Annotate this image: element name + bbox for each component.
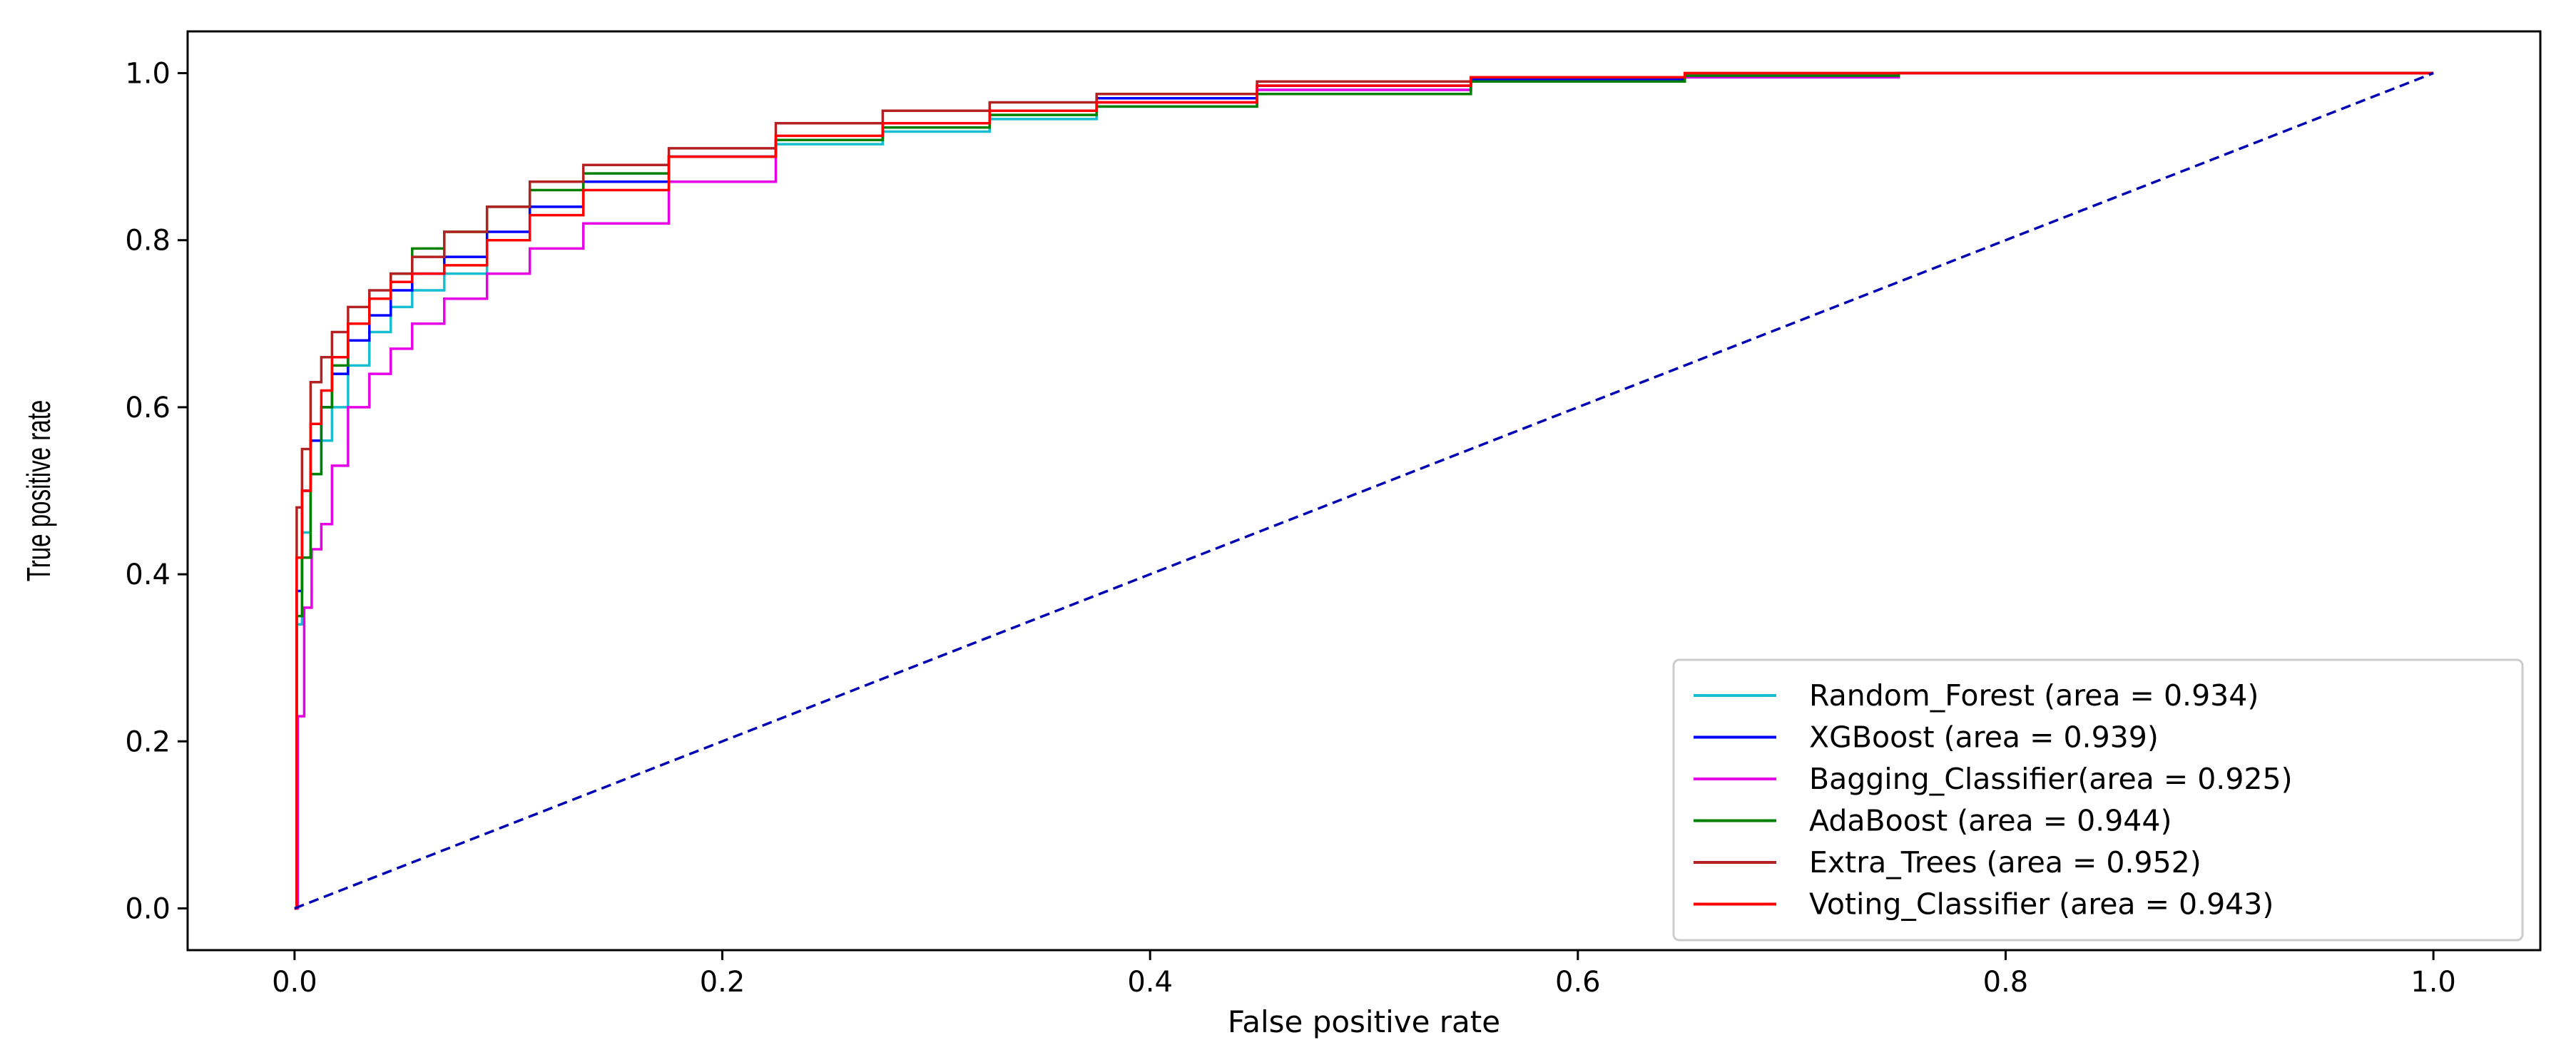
legend-entry-adaboost: AdaBoost (area = 0.944) xyxy=(1694,804,2172,838)
legend-label: Voting_Classifier (area = 0.943) xyxy=(1809,887,2274,922)
legend-entry-random-forest: Random_Forest (area = 0.934) xyxy=(1694,678,2259,713)
series-line-voting-classifier xyxy=(294,71,2434,910)
legend-label: XGBoost (area = 0.939) xyxy=(1809,720,2159,755)
y-tick-label: 0.2 xyxy=(125,725,170,758)
legend-entry-bagging-classifier: Bagging_Classifier(area = 0.925) xyxy=(1694,762,2293,796)
x-tick-label: 0.8 xyxy=(1983,966,2029,999)
y-tick-label: 1.0 xyxy=(125,58,170,91)
legend-entry-xgboost: XGBoost (area = 0.939) xyxy=(1694,720,2159,755)
reference-layer xyxy=(294,71,2434,910)
legend-entry-voting-classifier: Voting_Classifier (area = 0.943) xyxy=(1694,887,2274,922)
x-axis-label: False positive rate xyxy=(1228,1004,1500,1039)
legend-entries: Random_Forest (area = 0.934) XGBoost (are… xyxy=(1694,678,2293,922)
series-line-extra-trees xyxy=(294,71,2434,910)
y-tick-label: 0.6 xyxy=(125,392,170,424)
legend-label: Extra_Trees (area = 0.952) xyxy=(1809,845,2201,880)
legend-entry-extra-trees: Extra_Trees (area = 0.952) xyxy=(1694,845,2201,880)
legend: Random_Forest (area = 0.934) XGBoost (are… xyxy=(1672,658,2524,942)
legend-label: Bagging_Classifier(area = 0.925) xyxy=(1809,762,2293,796)
legend-label: AdaBoost (area = 0.944) xyxy=(1809,804,2172,838)
y-axis-label: True positive rate xyxy=(21,400,57,582)
y-tick-label: 0.0 xyxy=(125,892,170,925)
legend-label: Random_Forest (area = 0.934) xyxy=(1809,678,2259,713)
series-layer xyxy=(294,71,2434,910)
x-tick-label: 0.4 xyxy=(1127,966,1173,999)
series-line-bagging-classifier xyxy=(294,71,2434,910)
reference-diagonal-line xyxy=(294,71,2434,910)
y-tick-label: 0.4 xyxy=(125,559,170,591)
y-axis-ticks: 0.0 0.2 0.4 0.6 0.8 1.0 xyxy=(125,58,188,925)
x-tick-label: 0.6 xyxy=(1555,966,1601,999)
x-axis-ticks: 0.0 0.2 0.4 0.6 0.8 1.0 xyxy=(272,950,2456,999)
x-tick-label: 0.2 xyxy=(700,966,745,999)
plot-frame xyxy=(186,30,2542,952)
x-tick-label: 0.0 xyxy=(272,966,317,999)
y-tick-label: 0.8 xyxy=(125,225,170,258)
x-tick-label: 1.0 xyxy=(2410,966,2456,999)
legend-box xyxy=(1672,658,2524,942)
